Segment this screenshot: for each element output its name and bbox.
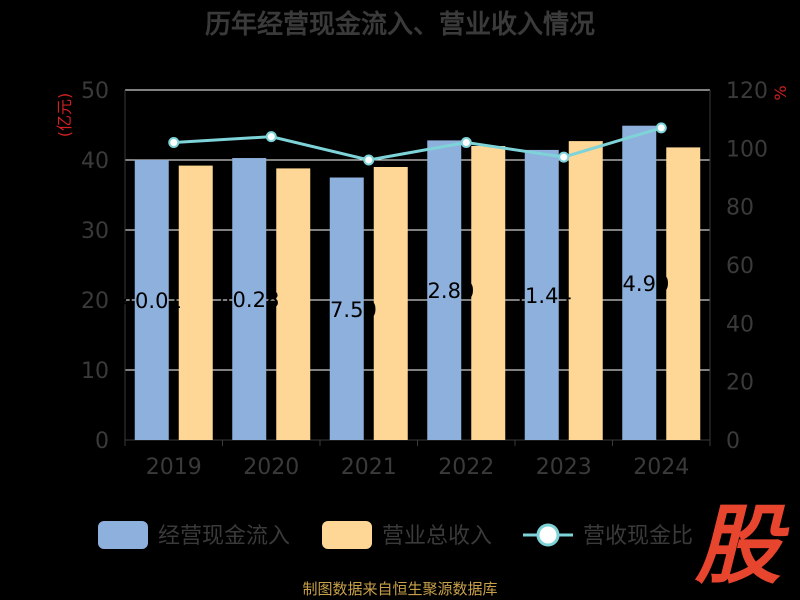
bar-revenue [568,141,603,440]
bar-data-label: 40.28 [219,288,279,312]
bar-inflow [232,158,267,441]
ratio-point [460,137,472,148]
ratio-point [655,122,667,134]
bar-revenue [276,168,311,440]
bar-inflow [134,159,169,440]
legend-swatch-inflow [98,521,148,549]
y-left-tick-label: 40 [81,149,109,174]
bar-revenue [471,146,506,440]
bar-inflow [427,140,462,440]
bar-data-label: 44.90 [609,272,669,296]
bar-data-label: 37.50 [317,298,377,322]
x-tick-label: 2021 [341,455,397,480]
logo: 股 [695,496,781,596]
legend-label-inflow: 经营现金流入 [158,524,290,549]
legend-swatch-ratio-point [536,523,560,547]
bar-data-label: 40.01 [122,289,182,313]
ratio-point [363,154,375,166]
bar-revenue [373,167,408,440]
y-right-tick-label: 60 [726,254,754,279]
chart-title: 历年经营现金流入、营业收入情况 [204,10,595,40]
y-left-tick-label: 20 [81,289,109,314]
x-tick-label: 2023 [536,455,592,480]
ratio-point [168,137,180,148]
ratio-point [265,131,277,143]
bar-data-label: 41.44 [512,284,572,308]
y-left-tick-label: 10 [81,359,109,384]
y-left-tick-label: 50 [81,79,109,104]
bar-revenue [666,147,701,440]
bar-inflow [524,149,559,441]
x-tick-label: 2019 [146,455,202,480]
bar-inflow [329,177,364,440]
legend-label-revenue: 营业总收入 [382,524,492,549]
ratio-line [173,126,662,162]
y-right-tick-label: 100 [726,137,768,162]
x-tick-label: 2022 [438,455,494,480]
y-right-tick-label: 120 [726,79,768,104]
y-left-tick-label: 0 [95,429,109,454]
y-left-unit-label: (亿元) [55,93,74,138]
legend-label-ratio: 营收现金比 [583,524,693,549]
y-right-tick-label: 20 [726,371,754,396]
y-right-tick-label: 0 [726,429,740,454]
x-tick-label: 2024 [633,455,689,480]
y-right-tick-label: 80 [726,196,754,221]
legend-swatch-revenue [322,521,372,549]
ratio-point [558,151,570,163]
y-left-tick-label: 30 [81,219,109,244]
source-note: 制图数据来自恒生聚源数据库 [302,580,498,598]
y-right-tick-label: 40 [726,312,754,337]
bar-data-label: 42.80 [414,279,474,303]
bar-revenue [178,165,213,440]
x-tick-label: 2020 [243,455,299,480]
y-right-unit-label: % [771,85,790,100]
bar-inflow [622,125,657,440]
